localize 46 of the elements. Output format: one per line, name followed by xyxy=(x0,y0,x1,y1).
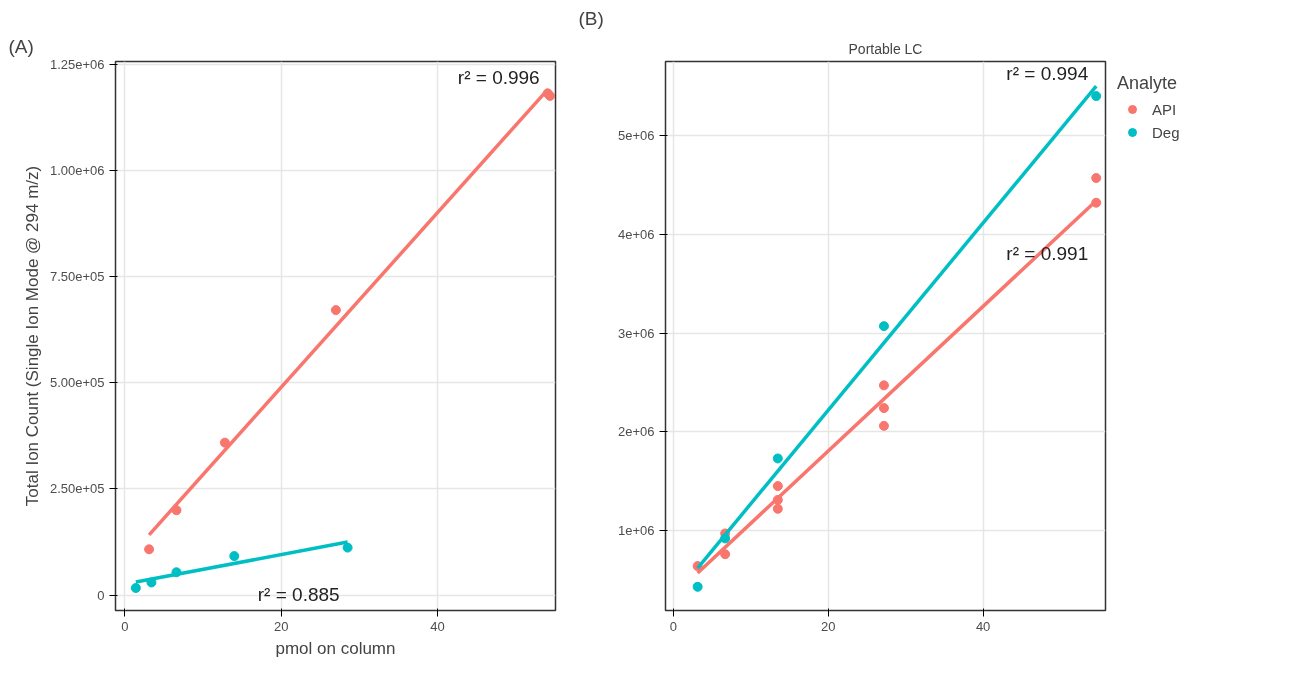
y-tick-label: 1.25e+06 xyxy=(49,56,105,72)
y-tick-label: 2e+06 xyxy=(617,424,655,440)
x-tick-label: 0 xyxy=(669,618,677,634)
y-tick-label: 0 xyxy=(97,587,105,603)
x-tick-label: 20 xyxy=(273,618,289,634)
point xyxy=(878,321,889,332)
x-tick-label: 20 xyxy=(820,618,836,634)
point xyxy=(1091,173,1102,184)
y-tick-label: 1e+06 xyxy=(617,523,655,539)
legend-label: Deg xyxy=(1152,123,1180,141)
point xyxy=(1091,91,1102,102)
text: (A) xyxy=(8,35,34,57)
point xyxy=(219,437,230,448)
point xyxy=(229,551,240,562)
point xyxy=(720,549,731,560)
annotation: r² = 0.994 xyxy=(1006,63,1089,85)
point xyxy=(330,305,341,316)
point xyxy=(772,453,783,464)
annotation: r² = 0.885 xyxy=(257,584,340,606)
x-axis-title: pmol on column xyxy=(275,638,396,658)
x-tick-label: 0 xyxy=(121,618,129,634)
y-tick-label: 3e+06 xyxy=(617,325,655,341)
y-tick-label: 5.00e+05 xyxy=(49,375,105,391)
point xyxy=(772,503,783,514)
point xyxy=(878,380,889,391)
point xyxy=(144,544,155,555)
text: (B) xyxy=(578,7,604,29)
y-tick-label: 7.50e+05 xyxy=(49,269,105,285)
annotation: r² = 0.991 xyxy=(1006,242,1089,264)
annotation: r² = 0.996 xyxy=(457,66,540,88)
point xyxy=(130,582,141,593)
y-tick-label: 5e+06 xyxy=(617,128,655,144)
point xyxy=(772,481,783,492)
x-tick-label: 40 xyxy=(975,618,991,634)
y-axis-title: Total Ion Count (Single Ion Mode @ 294 m/z) xyxy=(22,165,42,507)
point xyxy=(878,420,889,431)
y-tick-label: 4e+06 xyxy=(617,226,655,242)
chart-title: Portable LC xyxy=(848,40,923,57)
y-tick-label: 1.00e+06 xyxy=(49,162,105,178)
legend-title: Analyte xyxy=(1117,73,1179,94)
y-tick-label: 2.50e+05 xyxy=(49,481,105,497)
point xyxy=(692,581,703,592)
point xyxy=(878,403,889,414)
legend-label: API xyxy=(1152,100,1177,118)
point xyxy=(342,542,353,553)
x-tick-label: 40 xyxy=(430,618,445,634)
